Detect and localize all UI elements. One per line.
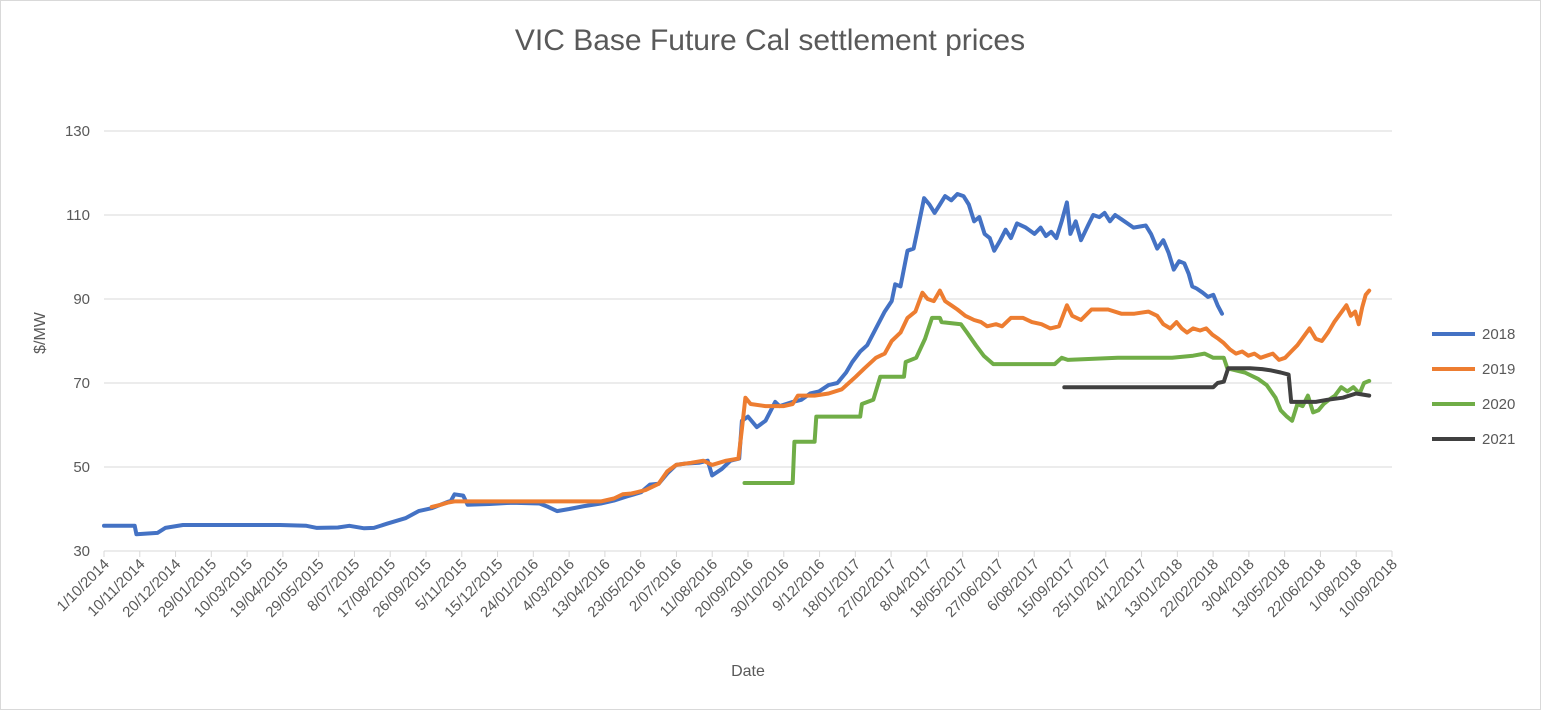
x-axis-ticks: 1/10/201410/11/201420/12/201429/01/20151… xyxy=(54,551,1401,621)
y-tick-label: 90 xyxy=(73,291,90,308)
x-axis-title: Date xyxy=(731,663,765,680)
series-line-2020 xyxy=(742,315,1372,485)
y-tick-label: 70 xyxy=(73,375,90,392)
y-tick-label: 30 xyxy=(73,543,90,560)
y-axis-title: $/MW xyxy=(32,311,49,354)
series-lines xyxy=(102,192,1372,537)
legend: 2018 2019 2020 2021 xyxy=(1432,326,1515,448)
y-tick-label: 130 xyxy=(65,123,90,140)
legend-label: 2019 xyxy=(1482,361,1515,378)
y-tick-label: 50 xyxy=(73,459,90,476)
y-tick-label: 110 xyxy=(66,207,90,224)
legend-label: 2018 xyxy=(1482,326,1515,343)
series-line-2019 xyxy=(429,288,1372,509)
series-line-2021 xyxy=(1062,366,1372,404)
y-axis-ticks: 30 50 70 90 110 130 xyxy=(65,123,90,560)
series-line-2018 xyxy=(102,192,1224,537)
legend-label: 2021 xyxy=(1482,431,1515,448)
legend-label: 2020 xyxy=(1482,396,1515,413)
gridlines xyxy=(104,130,1392,552)
chart-title: VIC Base Future Cal settlement prices xyxy=(515,24,1025,57)
